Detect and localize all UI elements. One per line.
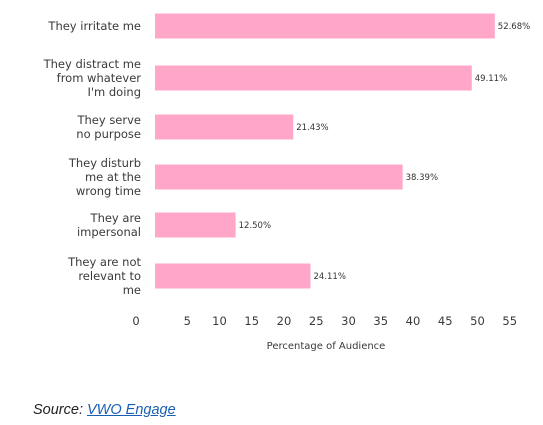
x-tick-label: 30 bbox=[341, 314, 356, 328]
x-axis-ticks-layer: 0 5 10 15 20 25 30 35 40 45 50 55 bbox=[132, 314, 517, 328]
bar bbox=[155, 212, 236, 238]
category-label: They distract me from whatever I'm doing bbox=[43, 57, 142, 99]
x-tick-label: 5 bbox=[184, 314, 191, 328]
data-label: 38.39% bbox=[406, 173, 438, 183]
x-tick-label: 40 bbox=[406, 314, 421, 328]
x-tick-label: 10 bbox=[212, 314, 227, 328]
x-tick-label: 15 bbox=[244, 314, 259, 328]
bar-chart: 52.68% 49.11% 21.43% 38.39% 12.50% 24.11% The… bbox=[43, 13, 530, 352]
category-label: They serve no purpose bbox=[76, 113, 141, 141]
category-labels-layer: They irritate me They distract me from wha… bbox=[43, 19, 142, 297]
data-label: 52.68% bbox=[498, 22, 530, 32]
bars-layer: 52.68% 49.11% 21.43% 38.39% 12.50% 24.11% bbox=[155, 13, 530, 289]
x-tick-label: 50 bbox=[470, 314, 485, 328]
x-tick-label: 45 bbox=[438, 314, 453, 328]
category-label: They irritate me bbox=[47, 19, 141, 33]
bar bbox=[155, 114, 294, 140]
data-label: 12.50% bbox=[239, 221, 271, 231]
x-tick-label: 55 bbox=[502, 314, 517, 328]
x-tick-label: 20 bbox=[277, 314, 292, 328]
source-line: Source: VWO Engage bbox=[33, 402, 176, 418]
x-tick-label: 0 bbox=[132, 314, 139, 328]
category-label: They are impersonal bbox=[77, 211, 141, 239]
source-prefix: Source: bbox=[33, 402, 87, 418]
bar bbox=[155, 164, 403, 190]
bar bbox=[155, 13, 495, 39]
bar bbox=[155, 263, 311, 289]
x-axis-title: Percentage of Audience bbox=[267, 341, 386, 352]
bar bbox=[155, 65, 472, 91]
category-label: They are not relevant to me bbox=[67, 255, 141, 297]
source-link[interactable]: VWO Engage bbox=[87, 402, 176, 418]
x-tick-label: 25 bbox=[309, 314, 324, 328]
data-label: 21.43% bbox=[296, 123, 328, 133]
x-tick-label: 35 bbox=[373, 314, 388, 328]
data-label: 24.11% bbox=[314, 272, 346, 282]
data-label: 49.11% bbox=[475, 74, 507, 84]
category-label: They disturb me at the wrong time bbox=[68, 156, 141, 198]
